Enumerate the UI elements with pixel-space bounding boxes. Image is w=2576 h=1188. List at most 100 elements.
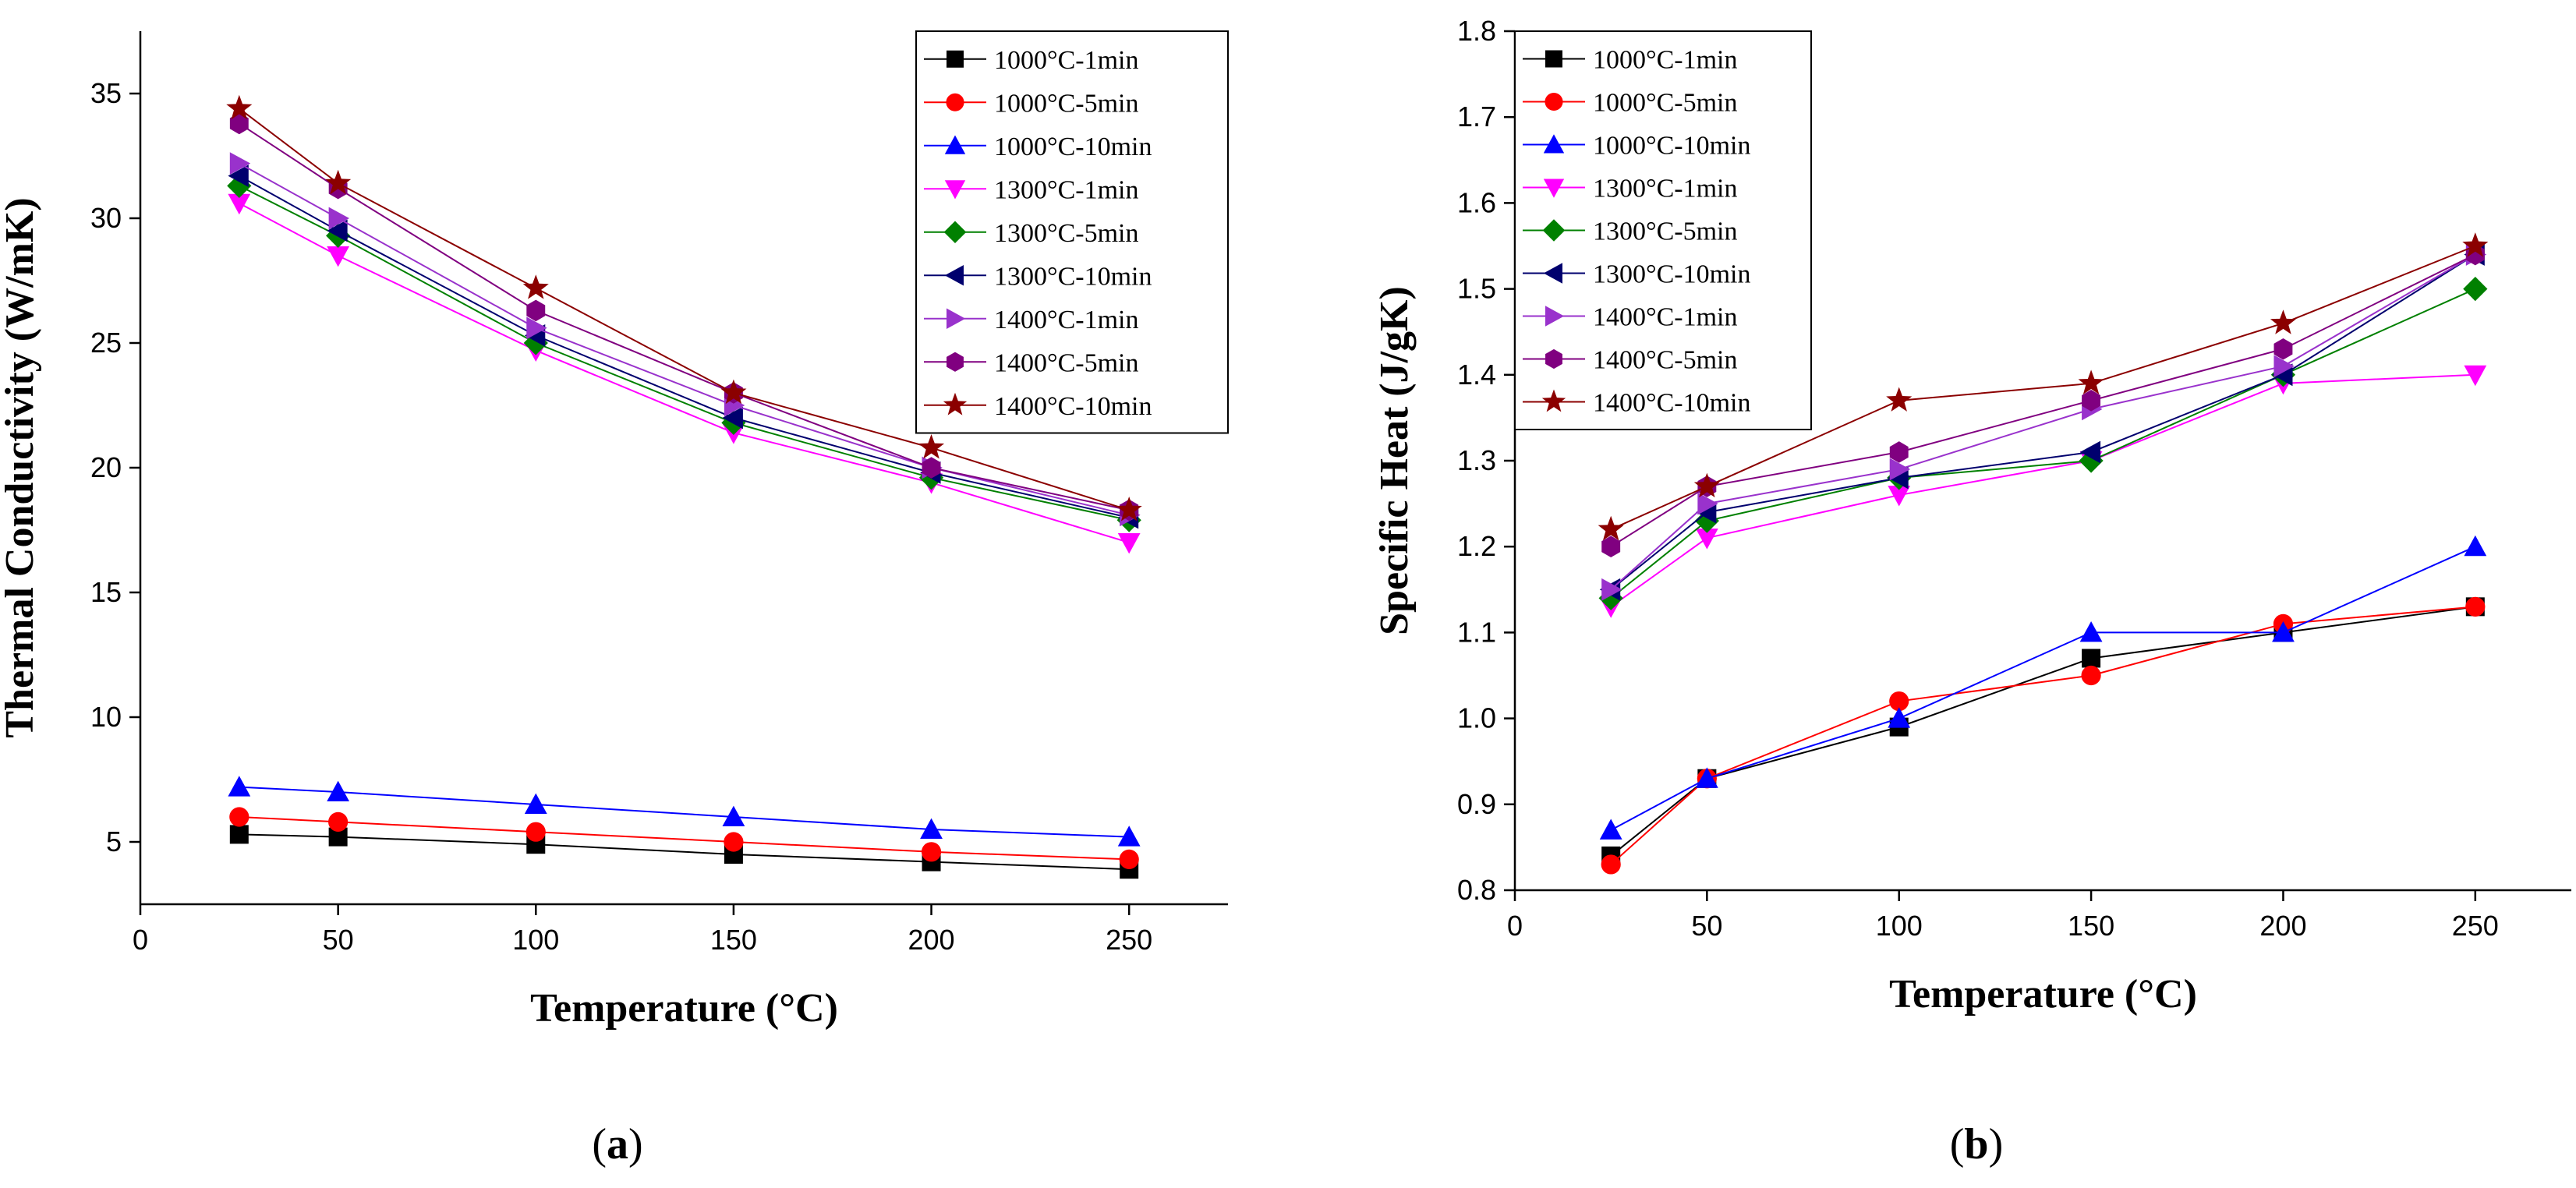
data-point	[229, 152, 251, 175]
y-tick-label: 15	[90, 576, 122, 608]
chart-panel-b: 0 50 100 150 200 250 0.8 0.9 1.0 1.1 1.2 1.3 1.4 1.5 1…	[1372, 15, 2571, 1017]
data-point	[1889, 691, 1909, 712]
legend-label: 1000°C-1min	[994, 46, 1139, 75]
data-point	[1599, 819, 1622, 840]
legend-marker	[943, 392, 968, 415]
y-tick-label: 1.4	[1457, 359, 1496, 391]
caption-a: (a)	[592, 1120, 642, 1169]
data-point	[1889, 458, 1911, 481]
y-tick-label: 10	[90, 701, 122, 733]
series-line	[239, 175, 1130, 518]
legend-marker	[1543, 179, 1565, 198]
legend-marker	[1545, 306, 1565, 327]
data-point	[1116, 497, 1142, 522]
legend-marker	[943, 221, 967, 244]
legend-label: 1000°C-10min	[1593, 132, 1751, 161]
legend-label: 1000°C-5min	[994, 89, 1139, 118]
legend-marker	[1543, 263, 1562, 284]
data-point	[724, 832, 744, 852]
data-point	[1693, 472, 1720, 498]
data-point	[1886, 387, 1913, 412]
data-point	[2273, 355, 2295, 378]
data-point	[526, 299, 546, 322]
y-tick-label: 20	[90, 451, 122, 483]
data-point	[2463, 277, 2488, 302]
y-tick-label: 1.6	[1457, 186, 1496, 218]
x-tick-label: 0	[1507, 910, 1523, 942]
data-point	[229, 807, 249, 827]
y-tick-label: 1.5	[1457, 273, 1496, 305]
y-tick-label: 0.8	[1457, 874, 1496, 906]
x-tick-label: 0	[133, 924, 148, 956]
legend-marker	[1542, 219, 1566, 242]
data-point	[1117, 826, 1141, 847]
legend-label: 1300°C-5min	[994, 219, 1139, 248]
data-point	[2464, 535, 2487, 557]
legend-label: 1000°C-5min	[1593, 89, 1738, 118]
series-line	[239, 122, 1130, 511]
y-tick-label: 30	[90, 202, 122, 234]
data-point	[327, 780, 350, 801]
legend-label: 1300°C-10min	[1593, 260, 1751, 289]
y-tick-label: 5	[106, 826, 122, 857]
data-point	[720, 379, 747, 405]
legend-label: 1300°C-1min	[994, 175, 1139, 204]
legend-marker	[1545, 92, 1563, 111]
series-line	[239, 108, 1130, 511]
y-tick-label: 1.7	[1457, 101, 1496, 133]
data-point	[1117, 533, 1141, 554]
legend-label: 1300°C-1min	[1593, 175, 1738, 203]
data-point	[327, 219, 348, 242]
data-point	[1598, 515, 1624, 541]
series-line	[239, 786, 1130, 838]
data-point	[1601, 536, 1621, 557]
x-tick-label: 200	[2259, 910, 2306, 942]
data-point	[525, 822, 546, 842]
data-point	[722, 406, 743, 430]
data-point	[1601, 854, 1621, 875]
data-point	[921, 842, 942, 862]
x-tick-label: 250	[2452, 910, 2499, 942]
series-line	[239, 162, 1130, 516]
data-point	[722, 805, 745, 826]
data-point	[522, 274, 549, 299]
data-point	[2079, 621, 2103, 642]
x-tick-label: 150	[710, 924, 757, 956]
series-line	[1610, 546, 2476, 831]
x-tick-label: 100	[1876, 910, 1923, 942]
x-tick-label: 50	[323, 924, 354, 956]
data-point	[1695, 767, 1718, 788]
data-point	[2081, 665, 2101, 686]
data-point	[328, 207, 350, 230]
x-axis-title: Temperature (°C)	[530, 986, 838, 1031]
legend-label: 1400°C-10min	[1593, 389, 1751, 418]
legend-marker	[947, 308, 966, 329]
legend-marker	[1543, 134, 1565, 154]
data-point	[2079, 440, 2101, 464]
series-line	[1610, 253, 2476, 591]
data-point	[325, 169, 352, 195]
data-point	[327, 246, 350, 267]
data-point	[1119, 849, 1139, 869]
legend-marker	[947, 352, 964, 372]
y-tick-label: 1.3	[1457, 444, 1496, 476]
series-line	[1610, 606, 2475, 857]
x-tick-label: 200	[908, 924, 955, 956]
data-point	[918, 434, 945, 459]
data-point	[228, 193, 251, 215]
legend-marker	[944, 265, 964, 286]
legend-label: 1300°C-10min	[994, 262, 1152, 291]
legend-label: 1400°C-5min	[994, 348, 1139, 377]
data-point	[922, 457, 941, 479]
data-point	[1888, 707, 1911, 728]
data-point	[2462, 232, 2489, 257]
series-line	[239, 185, 1130, 522]
legend-label: 1400°C-5min	[1593, 346, 1738, 375]
legend-marker	[1541, 389, 1566, 412]
legend-marker	[944, 135, 966, 154]
data-point	[229, 825, 249, 844]
data-point	[2272, 621, 2295, 642]
data-point	[526, 316, 547, 340]
legend-label: 1400°C-10min	[994, 392, 1152, 421]
